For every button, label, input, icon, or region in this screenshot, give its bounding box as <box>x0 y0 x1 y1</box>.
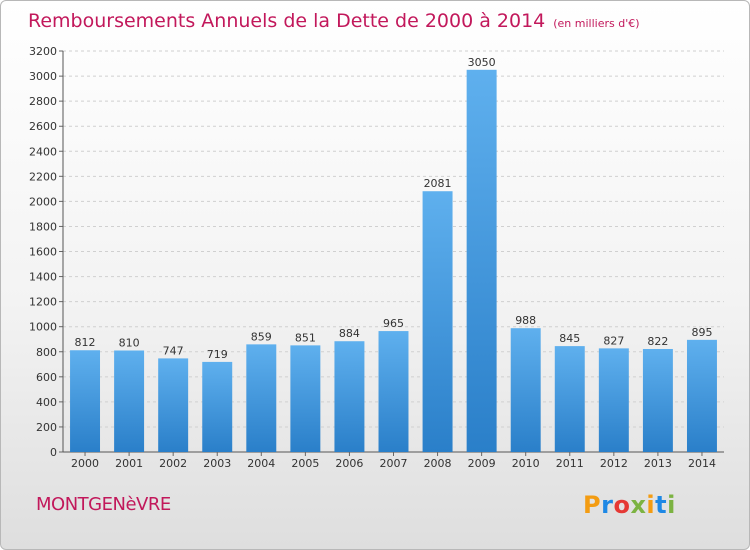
logo-letter: t <box>655 491 668 519</box>
x-tick-label: 2009 <box>468 457 496 470</box>
y-tick-label: 1400 <box>29 271 57 284</box>
bar-value-label: 851 <box>295 331 316 344</box>
bar-value-label: 810 <box>119 336 140 349</box>
bar-2009 <box>466 69 497 452</box>
x-tick-label: 2003 <box>203 457 231 470</box>
x-tick-label: 2011 <box>556 457 584 470</box>
bar-2000 <box>70 350 101 452</box>
x-tick-label: 2010 <box>512 457 540 470</box>
x-tick-label: 2002 <box>159 457 187 470</box>
bar-2008 <box>422 191 453 453</box>
x-tick-label: 2014 <box>688 457 716 470</box>
x-tick-label: 2004 <box>247 457 275 470</box>
y-tick-label: 1800 <box>29 220 57 233</box>
bar-value-label: 822 <box>647 335 668 348</box>
x-tick-label: 2005 <box>291 457 319 470</box>
logo-letter: P <box>583 491 602 519</box>
bar-value-label: 884 <box>339 327 360 340</box>
bar-2014 <box>686 339 717 452</box>
bar-value-label: 965 <box>383 317 404 330</box>
bar-value-label: 827 <box>603 334 624 347</box>
bar-2001 <box>114 350 145 452</box>
bar-2011 <box>554 346 585 452</box>
bar-value-label: 3050 <box>468 56 496 69</box>
bar-2004 <box>246 344 277 452</box>
y-tick-label: 2600 <box>29 120 57 133</box>
logo-letter: x <box>630 491 647 519</box>
y-tick-label: 1600 <box>29 246 57 259</box>
y-tick-label: 2000 <box>29 195 57 208</box>
bar-2002 <box>158 358 189 452</box>
x-tick-label: 2006 <box>335 457 363 470</box>
x-tick-label: 2007 <box>380 457 408 470</box>
x-tick-label: 2013 <box>644 457 672 470</box>
chart-title-text: Remboursements Annuels de la Dette de 20… <box>28 10 546 32</box>
proxiti-logo: Proxiti <box>583 491 676 519</box>
y-tick-label: 800 <box>36 346 57 359</box>
labels: 0 200 400 600 800 1000 1200 1400 1600 1800 2000 220… <box>29 45 716 470</box>
bar-2005 <box>290 345 321 452</box>
bar-2003 <box>202 361 233 452</box>
y-tick-label: 0 <box>50 446 57 459</box>
y-tick-label: 3000 <box>29 70 57 83</box>
y-tick-label: 2400 <box>29 145 57 158</box>
x-tick-label: 2012 <box>600 457 628 470</box>
x-tick-label: 2001 <box>115 457 143 470</box>
bar-value-label: 895 <box>691 326 712 339</box>
bar-value-label: 845 <box>559 332 580 345</box>
x-tick-label: 2000 <box>71 457 99 470</box>
bar-2013 <box>642 348 673 452</box>
y-tick-label: 2200 <box>29 170 57 183</box>
bar-value-label: 988 <box>515 314 536 327</box>
bar-value-label: 812 <box>75 336 96 349</box>
bar-2007 <box>378 331 409 452</box>
logo-letter: i <box>646 491 656 519</box>
bar-value-label: 719 <box>207 348 228 361</box>
y-tick-label: 400 <box>36 396 57 409</box>
commune-name: MONTGENèVRE <box>36 494 171 515</box>
unit-note: (en milliers d'€) <box>553 17 640 30</box>
y-tick-label: 2800 <box>29 95 57 108</box>
y-tick-label: 1200 <box>29 296 57 309</box>
logo-letter: o <box>613 491 631 519</box>
y-tick-label: 200 <box>36 421 57 434</box>
logo-letter: i <box>667 491 676 519</box>
logo-letter: r <box>601 491 614 519</box>
y-tick-label: 3200 <box>29 45 57 58</box>
bar-2006 <box>334 341 365 452</box>
y-tick-label: 1000 <box>29 321 57 334</box>
bar-2012 <box>598 348 629 452</box>
bar-value-label: 747 <box>163 344 184 357</box>
y-tick-label: 600 <box>36 371 57 384</box>
chart-title: Remboursements Annuels de la Dette de 20… <box>28 10 640 32</box>
bar-value-label: 859 <box>251 330 272 343</box>
bars <box>70 69 717 453</box>
x-tick-label: 2008 <box>424 457 452 470</box>
bar-value-label: 2081 <box>424 177 452 190</box>
bar-2010 <box>510 328 541 452</box>
